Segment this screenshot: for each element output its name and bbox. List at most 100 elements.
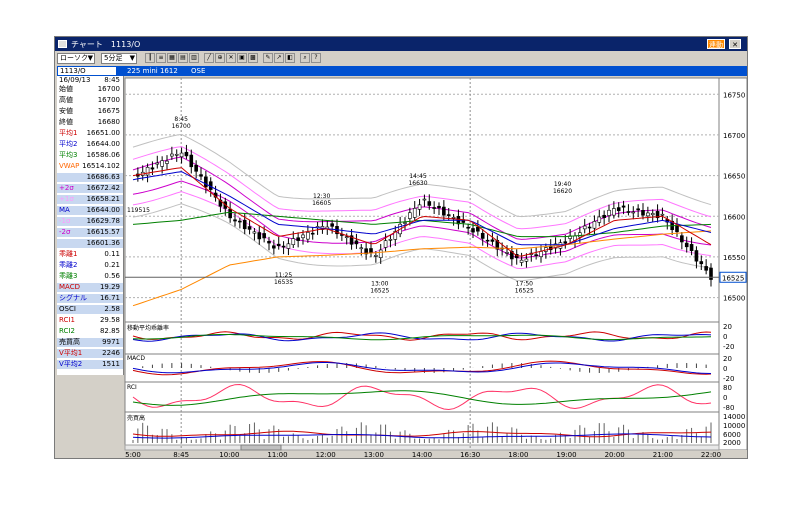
- chart-area[interactable]: 16750 16700 16650 16600 16550 16500 16525 11951…: [55, 37, 747, 458]
- panel-row: MACD 19.29: [57, 283, 123, 292]
- candle-body: [378, 249, 383, 258]
- deviation-line-3: [132, 334, 712, 341]
- chart-tool-icon[interactable]: ▣: [237, 53, 247, 63]
- panel-row: 安値 16675: [57, 107, 123, 116]
- deviation-tick-label: -20: [723, 343, 734, 351]
- candle-body: [442, 206, 446, 216]
- candle-body: [281, 245, 286, 248]
- panel-row: 売買高 9971: [57, 338, 123, 347]
- list-tool-icon[interactable]: ▤: [178, 53, 188, 63]
- symbol-code-field[interactable]: 1113/O: [57, 66, 117, 76]
- panel-row: 平均2 16644.00: [57, 140, 123, 149]
- chevron-down-icon: ▼: [87, 54, 93, 62]
- scrollbar-thumb[interactable]: [240, 444, 282, 451]
- candle-body: [680, 235, 684, 243]
- candle-body: [694, 250, 699, 262]
- panel-row-label: RCI2: [59, 327, 75, 335]
- candle-body: [641, 210, 645, 216]
- candle-body: [709, 267, 713, 280]
- panel-row: シグナル 16.71: [57, 294, 123, 303]
- chevron-down-icon: ▼: [129, 54, 135, 62]
- volume-panel: [124, 411, 720, 451]
- candle-body: [689, 244, 694, 251]
- price-tick-label: 16600: [723, 213, 745, 221]
- annotation-price: 16700: [172, 123, 191, 130]
- bollinger-upper-band: [132, 133, 712, 218]
- panel-row-label: VWAP: [59, 162, 80, 170]
- time-tick-label: 10:00: [219, 451, 239, 458]
- panel-row-label: 平均2: [59, 140, 78, 148]
- time-tick-label: 11:00: [267, 451, 287, 458]
- pen-tool-icon[interactable]: ✎: [263, 53, 273, 63]
- candle-body: [451, 217, 456, 219]
- title-bar[interactable]: チャート 1113/O 連動 ✕: [55, 37, 747, 51]
- volume-avg-1: [132, 430, 712, 438]
- panel-row-value: 0.56: [104, 272, 120, 280]
- rci-tick-label: 80: [723, 384, 732, 392]
- candle-body: [505, 252, 509, 254]
- signal-line: [132, 362, 712, 374]
- line-tool-icon[interactable]: ╱: [204, 53, 214, 63]
- panel-row-label: V平均2: [59, 360, 83, 368]
- horizontal-scrollbar[interactable]: [124, 444, 720, 451]
- candle-body: [650, 213, 655, 216]
- time-tick-label: 21:00: [653, 451, 673, 458]
- annotation-time: 14:45: [409, 173, 426, 180]
- chart-type-select[interactable]: ローソク ▼: [57, 53, 95, 64]
- data-panel: 16/09/13 8:45 始値 16700 高値 16700 安値 16675 終値 166…: [57, 76, 124, 375]
- panel-row-label: OSCI: [59, 305, 76, 313]
- help-icon[interactable]: ?: [311, 53, 321, 63]
- volume-tick-label: 6000: [723, 431, 741, 439]
- rci2-line: [132, 390, 712, 406]
- candle-body: [626, 211, 631, 213]
- panel-row: 始値 16700: [57, 85, 123, 94]
- erase-tool-icon[interactable]: ◧: [285, 53, 295, 63]
- time-tick-label: 18:00: [508, 451, 528, 458]
- deviation-panel: [124, 321, 720, 355]
- candle-body: [393, 231, 398, 240]
- candle-body: [631, 211, 636, 214]
- cross-tool-icon[interactable]: ✕: [226, 53, 236, 63]
- panel-row-label: 平均1: [59, 129, 78, 137]
- interval-select[interactable]: 5分足 ▼: [101, 53, 137, 64]
- grid-tool-icon[interactable]: ▥: [189, 53, 199, 63]
- panel-row-value: 16644.00: [86, 206, 120, 214]
- candle-body: [427, 201, 432, 206]
- panel-row-label: 終値: [59, 118, 73, 126]
- table-tool-icon[interactable]: ▦: [167, 53, 177, 63]
- candle-body: [612, 208, 616, 216]
- panel-row-value: 16601.36: [86, 239, 120, 247]
- candle-body: [621, 205, 626, 208]
- close-icon[interactable]: ✕: [729, 39, 741, 49]
- candle-body: [587, 226, 592, 229]
- panel-row-label: MACD: [59, 283, 80, 291]
- search-icon[interactable]: ⌕: [300, 53, 310, 63]
- macd-panel: [124, 353, 720, 383]
- candle-body: [519, 259, 524, 263]
- candle-body: [480, 232, 485, 239]
- panel-row-value: 9971: [102, 338, 120, 346]
- zoom-tool-icon[interactable]: ⊕: [215, 53, 225, 63]
- macd-line: [132, 360, 712, 376]
- instrument-name: 225 mini 1612: [127, 67, 178, 75]
- panel-row-value: 16658.21: [86, 195, 120, 203]
- current-price-box: [719, 271, 747, 283]
- time-axis-strip: [57, 450, 747, 458]
- candle-body: [524, 258, 529, 262]
- time-tick-label: 16:30: [460, 451, 480, 458]
- chart-window-icon: [58, 40, 67, 48]
- candle-body: [228, 208, 232, 219]
- candle-body: [242, 219, 247, 230]
- candle-tool-icon[interactable]: ┃: [145, 53, 155, 63]
- link-badge-button[interactable]: 連動: [707, 39, 725, 49]
- panel-row: V平均1 2246: [57, 349, 123, 358]
- panel-row-value: 16514.102: [82, 162, 120, 170]
- print-tool-icon[interactable]: ▩: [248, 53, 258, 63]
- time-tick-label: 12:00: [316, 451, 336, 458]
- panel-row: 16686.63: [57, 173, 123, 182]
- candle-body: [534, 254, 538, 256]
- candle-body: [359, 247, 364, 250]
- settings-tool-icon[interactable]: ≡: [156, 53, 166, 63]
- arrow-tool-icon[interactable]: ↗: [274, 53, 284, 63]
- candle-body: [485, 239, 490, 242]
